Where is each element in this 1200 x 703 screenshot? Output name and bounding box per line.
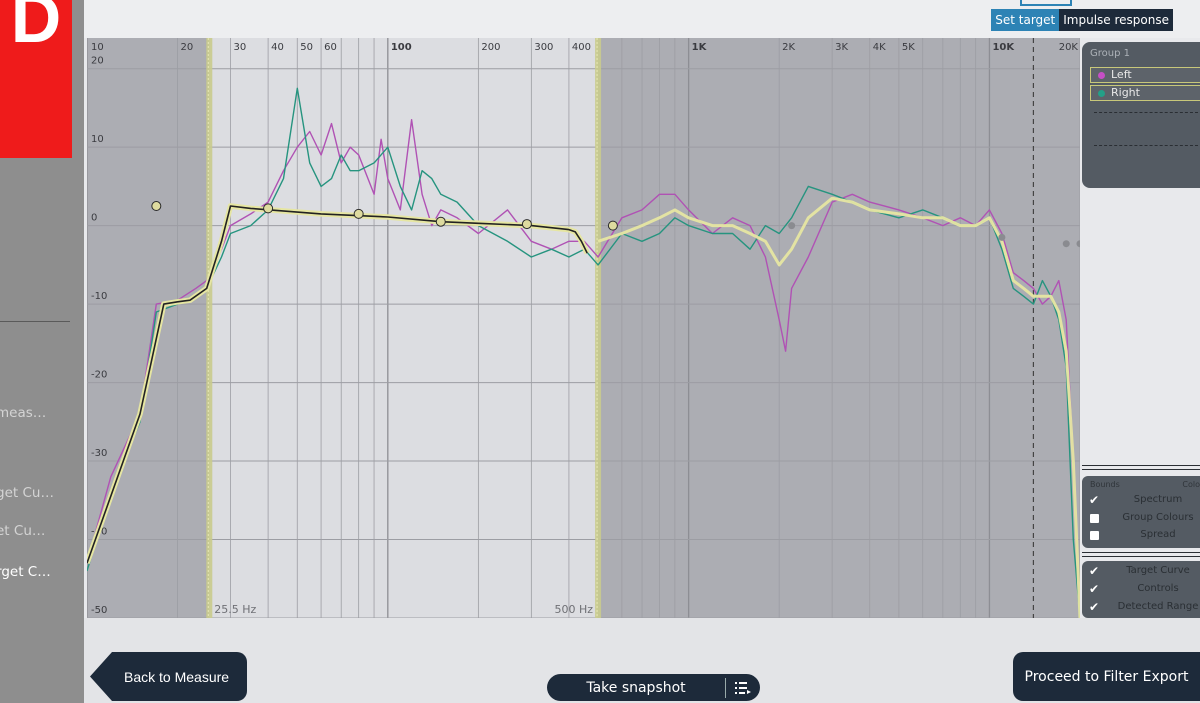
right-color-dot bbox=[1098, 90, 1105, 97]
option-spread-label: Spread bbox=[1140, 529, 1176, 540]
x-tick-label: 4K bbox=[873, 42, 886, 53]
x-tick-label: 3K bbox=[835, 42, 848, 53]
proceed-label: Proceed to Filter Export bbox=[1024, 668, 1189, 685]
x-tick-label: 200 bbox=[481, 42, 500, 53]
x-tick-label: 10K bbox=[992, 42, 1015, 53]
tab-set-target[interactable]: Set target bbox=[991, 9, 1060, 31]
group-panel: Group 1 Left Right bbox=[1082, 42, 1200, 188]
y-tick-label: -10 bbox=[91, 291, 107, 302]
back-to-measure-label: Back to Measure bbox=[124, 668, 230, 685]
option-detected-range[interactable]: ✔ Detected Range bbox=[1088, 600, 1200, 616]
x-tick-label: 100 bbox=[391, 42, 412, 53]
target-options-panel: ✔ Target Curve ✔ Controls ✔ Detected Ran… bbox=[1082, 561, 1200, 618]
option-spread[interactable]: Spread bbox=[1088, 528, 1200, 544]
range-handle-low bbox=[206, 38, 213, 618]
take-snapshot-label: Take snapshot bbox=[586, 679, 686, 696]
sidebar: D meas… get Cu… et Cu… rget C… bbox=[0, 0, 84, 703]
y-tick-label: 20 bbox=[91, 56, 104, 67]
inactive-control-point bbox=[998, 233, 1006, 241]
sidebar-item-set-target-curve[interactable]: rget C… bbox=[0, 564, 51, 580]
y-tick-label: 0 bbox=[91, 213, 97, 224]
sidebar-item-target-curve-1[interactable]: get Cu… bbox=[0, 485, 54, 501]
group-item-left-label: Left bbox=[1111, 68, 1132, 81]
check-icon: ✔ bbox=[1089, 493, 1100, 507]
y-tick-label: -30 bbox=[91, 448, 107, 459]
x-tick-label: 20K bbox=[1059, 42, 1079, 53]
tab-accent bbox=[1020, 0, 1072, 6]
detected-range-area bbox=[209, 38, 599, 618]
target-control-point bbox=[607, 220, 618, 231]
option-target-curve[interactable]: ✔ Target Curve bbox=[1088, 564, 1200, 580]
frequency-response-plot[interactable]: 10 20 30 40 50 60 100 200 300 400 1K 2K 3K 4K 5K 10K 20K… bbox=[84, 38, 1084, 619]
inactive-control-point bbox=[1062, 240, 1070, 248]
option-controls-label: Controls bbox=[1137, 583, 1179, 594]
group-drop-area bbox=[1094, 112, 1198, 146]
option-spectrum-label: Spectrum bbox=[1133, 494, 1183, 505]
x-tick-label: 20 bbox=[181, 42, 194, 53]
x-tick-label: 300 bbox=[534, 42, 553, 53]
option-controls[interactable]: ✔ Controls bbox=[1088, 582, 1200, 598]
target-control-point bbox=[263, 203, 274, 214]
target-control-point bbox=[521, 219, 532, 230]
check-icon: ✔ bbox=[1089, 600, 1100, 614]
option-group-colours-label: Group Colours bbox=[1122, 512, 1194, 523]
group-item-right[interactable]: Right bbox=[1090, 85, 1200, 101]
x-tick-label: 5K bbox=[902, 42, 915, 53]
option-target-curve-label: Target Curve bbox=[1126, 565, 1190, 576]
panel-separator-2 bbox=[1082, 552, 1200, 557]
tab-impulse-response[interactable]: Impulse response bbox=[1059, 9, 1173, 31]
option-detected-range-label: Detected Range bbox=[1117, 601, 1199, 612]
display-options-panel: Bounds Colo ✔ Spectrum Group Colours Spr… bbox=[1082, 476, 1200, 548]
left-color-dot bbox=[1098, 72, 1105, 79]
plot-svg[interactable]: 10 20 30 40 50 60 100 200 300 400 1K 2K 3K 4K 5K 10K 20K… bbox=[84, 38, 1084, 619]
display-header-left: Bounds bbox=[1090, 480, 1120, 489]
y-tick-label: -50 bbox=[91, 605, 107, 616]
series-line-average bbox=[597, 196, 1082, 619]
snapshot-list-icon[interactable] bbox=[726, 681, 760, 695]
check-icon: ✔ bbox=[1089, 582, 1100, 596]
app-logo: D bbox=[0, 0, 72, 158]
group-item-left[interactable]: Left bbox=[1090, 67, 1200, 83]
y-tick-label: 10 bbox=[91, 134, 104, 145]
sidebar-item-measurements[interactable]: meas… bbox=[0, 405, 47, 421]
x-tick-label: 40 bbox=[271, 42, 284, 53]
x-tick-label: 30 bbox=[234, 42, 247, 53]
x-tick-label: 1K bbox=[692, 42, 708, 53]
snapshot-separator bbox=[725, 677, 726, 698]
x-tick-label: 400 bbox=[572, 42, 591, 53]
x-tick-label: 60 bbox=[324, 42, 337, 53]
range-handle-high bbox=[595, 38, 602, 618]
target-control-point bbox=[353, 208, 364, 219]
checkbox-empty-icon bbox=[1090, 531, 1099, 540]
take-snapshot-button[interactable]: Take snapshot bbox=[547, 674, 760, 701]
x-tick-label: 10 bbox=[91, 42, 104, 53]
y-tick-label: -20 bbox=[91, 370, 107, 381]
checkbox-empty-icon bbox=[1090, 514, 1099, 523]
panel-separator bbox=[1082, 465, 1200, 470]
range-low-label: 25.5 Hz bbox=[214, 603, 256, 616]
display-header-right: Colo bbox=[1182, 480, 1200, 489]
top-bar: Set target Impulse response bbox=[84, 0, 1200, 38]
option-group-colours[interactable]: Group Colours bbox=[1088, 511, 1200, 527]
logo-letter: D bbox=[10, 0, 62, 57]
target-control-point bbox=[151, 201, 162, 212]
group-item-right-label: Right bbox=[1111, 86, 1140, 99]
sidebar-divider bbox=[0, 321, 70, 322]
x-tick-label: 50 bbox=[300, 42, 313, 53]
back-to-measure-button[interactable]: Back to Measure bbox=[90, 652, 247, 701]
target-control-point bbox=[435, 216, 446, 227]
inactive-control-point bbox=[788, 222, 796, 230]
range-high-label: 500 Hz bbox=[555, 603, 594, 616]
x-tick-label: 2K bbox=[782, 42, 795, 53]
group-title: Group 1 bbox=[1090, 48, 1130, 59]
target-curve-line bbox=[86, 205, 588, 564]
option-spectrum[interactable]: ✔ Spectrum bbox=[1088, 493, 1200, 509]
proceed-to-filter-export-button[interactable]: Proceed to Filter Export bbox=[1013, 652, 1200, 701]
check-icon: ✔ bbox=[1089, 564, 1100, 578]
sidebar-item-target-curve-2[interactable]: et Cu… bbox=[0, 523, 46, 539]
view-tabs: Set target Impulse response bbox=[991, 9, 1173, 31]
